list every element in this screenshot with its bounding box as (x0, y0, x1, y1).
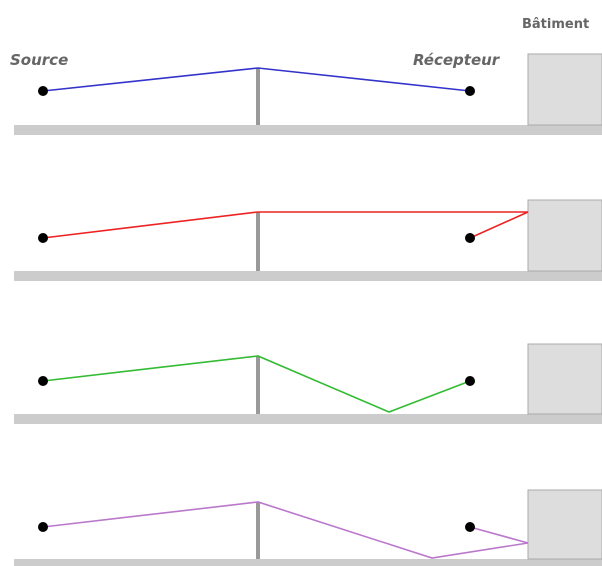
source-point (38, 522, 48, 532)
path-ground-reflection (42, 355, 471, 413)
building (527, 343, 602, 415)
barrier (256, 68, 260, 125)
panel-ground-building-reflection (14, 489, 602, 566)
path-ground-building-reflection (42, 501, 529, 559)
panel-direct (14, 53, 602, 135)
building (527, 199, 602, 272)
source-label: Source (10, 51, 68, 69)
barrier (256, 502, 260, 559)
panel-building-reflection (14, 199, 602, 281)
receiver-point (465, 86, 475, 96)
ground-strip (14, 125, 602, 135)
source-point (38, 376, 48, 386)
ground-strip (14, 271, 602, 281)
barrier (256, 356, 260, 414)
source-point (38, 86, 48, 96)
building (527, 53, 602, 126)
receiver-point (465, 376, 475, 386)
source-point (38, 233, 48, 243)
barrier (256, 212, 260, 271)
receiver-point (465, 233, 475, 243)
path-building-reflection (42, 211, 529, 239)
building (527, 489, 602, 560)
ground-strip (14, 414, 602, 424)
receiver-point (465, 522, 475, 532)
panel-ground-reflection (14, 343, 602, 424)
ground-strip (14, 559, 602, 566)
building-label: Bâtiment (522, 17, 589, 32)
path-direct-diffraction (42, 67, 471, 92)
receiver-label: Récepteur (413, 51, 501, 69)
